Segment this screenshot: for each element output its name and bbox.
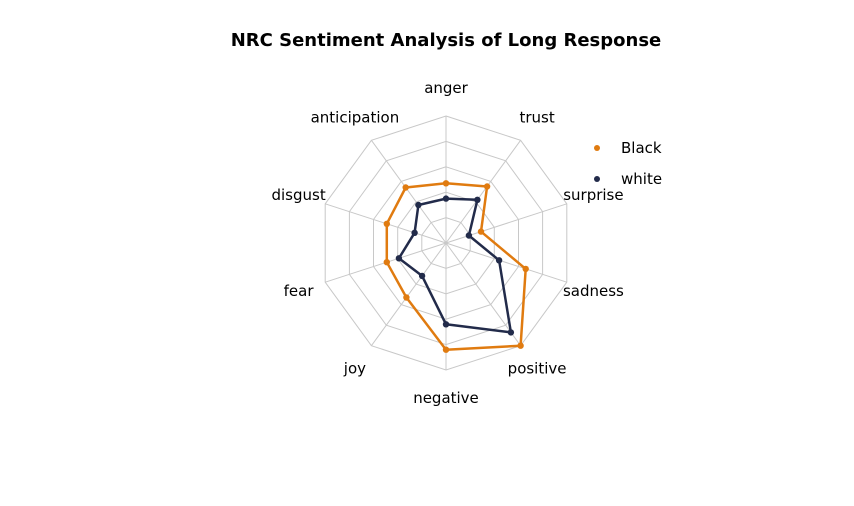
legend-marker [594,176,600,182]
data-point-disgust [411,229,418,236]
axis-spoke [445,242,522,346]
axis-label-negative: negative [413,389,479,407]
axis-label-anticipation: anticipation [311,109,400,127]
axis-label-sadness: sadness [563,282,624,300]
data-point-joy [403,294,410,301]
legend-label: Black [621,139,662,157]
data-point-positive [507,329,515,336]
series-black [383,180,529,353]
data-point-fear [395,255,403,262]
axis-label-disgust: disgust [271,186,325,204]
axis-label-anger: anger [424,79,468,97]
data-point-positive [517,342,524,349]
series-white [395,195,515,336]
radar-grid [324,115,568,371]
data-point-anticipation [402,184,409,191]
data-point-trust [474,196,481,203]
data-point-anger [442,180,450,187]
legend-item-white: white [594,170,662,188]
axis-label-joy: joy [343,359,366,377]
axis-label-trust: trust [519,109,554,127]
data-point-fear [383,259,390,266]
data-point-joy [418,272,426,280]
axis-label-surprise: surprise [563,186,623,204]
data-point-anger [442,195,450,202]
data-point-surprise [477,228,485,235]
data-point-anticipation [415,201,422,209]
data-point-disgust [383,220,390,227]
data-point-negative [442,346,450,353]
axis-labels: anger trust surprise sadness positive negativ… [271,79,624,407]
legend-label: white [621,170,662,188]
axis-spoke [445,242,567,283]
data-point-trust [483,183,491,190]
axis-spoke [445,203,567,244]
chart-title: NRC Sentiment Analysis of Long Response [231,30,662,51]
data-point-surprise [465,232,473,239]
data-point-negative [442,321,450,328]
axis-label-positive: positive [508,359,567,377]
axis-spoke [370,140,447,244]
axis-label-fear: fear [284,282,315,300]
series-layer [383,180,529,353]
legend-item-black: Black [594,139,662,157]
axis-spoke [445,140,522,244]
data-point-sadness [522,265,529,273]
axis-spoke [370,242,447,346]
legend: Black white [594,139,662,188]
legend-marker [594,145,600,151]
data-point-sadness [495,257,503,264]
